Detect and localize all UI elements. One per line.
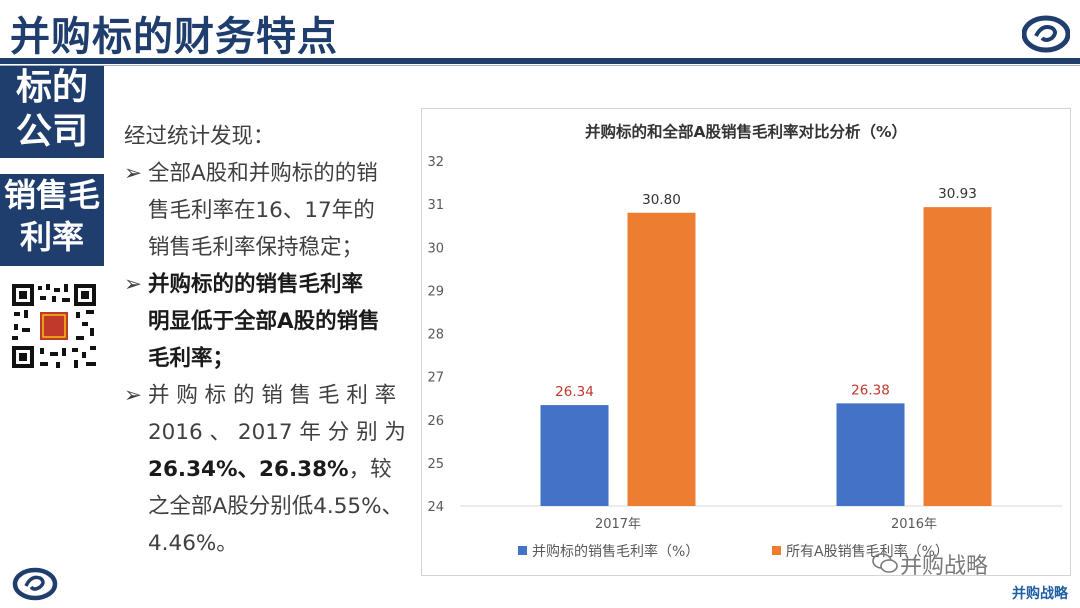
sidebar-label-line: 利率	[19, 218, 84, 256]
page-title: 并购标的财务特点	[10, 14, 338, 60]
bullet-3-line: 2016 、 2017 年 分 别 为	[148, 420, 406, 445]
bullet-3-line: 26.34%、26.38%，较	[148, 457, 392, 482]
bar-target	[540, 405, 609, 506]
sidebar-label-line: 公司	[15, 111, 88, 152]
y-tick-label: 31	[427, 198, 444, 213]
legend-swatch	[518, 546, 527, 555]
sidebar-label-line: 销售毛	[3, 176, 100, 214]
y-tick-label: 26	[427, 414, 444, 429]
qr-code-icon	[10, 282, 98, 370]
y-tick-label: 24	[427, 500, 444, 515]
bar-chart: 并购标的和全部A股销售毛利率对比分析（%） 24 25 26 27 28 29 30 31 32 2…	[427, 122, 1062, 560]
y-tick-label: 27	[427, 371, 444, 386]
bullet-2-line: 毛利率；	[148, 346, 235, 371]
arrow-bullet-icon: ➢	[124, 383, 143, 408]
y-tick-label: 28	[427, 328, 444, 343]
bullet-3-line: 之全部A股分别低4.55%、	[148, 494, 404, 519]
arrow-bullet-icon: ➢	[124, 161, 143, 186]
findings-text: 经过统计发现： ➢ 全部A股和并购标的的销 售毛利率在16、17年的 销售毛利率保…	[124, 118, 414, 562]
bar-target	[836, 403, 905, 506]
legend-swatch	[772, 546, 781, 555]
chart-title: 并购标的和全部A股销售毛利率对比分析（%）	[585, 122, 907, 141]
sidebar-label-line: 标的	[15, 67, 88, 108]
arrow-bullet-icon: ➢	[124, 272, 143, 297]
bar-all-a-share	[923, 207, 992, 507]
watermark-text: 并购战略	[900, 554, 989, 579]
chart-container: 并购标的和全部A股销售毛利率对比分析（%） 24 25 26 27 28 29 30 31 32 2…	[421, 108, 1071, 576]
brand-name: 并购战略	[1012, 586, 1068, 602]
legend-label: 所有A股销售毛利率（%）	[786, 543, 949, 560]
bullet-2: ➢ 并购标的的销售毛利率	[124, 266, 414, 303]
bullet-1-line: 销售毛利率保持稳定；	[148, 235, 364, 260]
bullet-2-line: 明显低于全部A股的销售	[148, 309, 380, 334]
bullet-3: ➢ 并 购 标 的 销 售 毛 利 率	[124, 377, 414, 414]
data-label: 30.80	[642, 192, 681, 208]
header-divider-thin	[0, 65, 1080, 66]
data-label: 26.38	[851, 382, 890, 398]
y-tick-label: 30	[427, 241, 444, 256]
sidebar-section-target-company: 标的 公司	[0, 66, 104, 158]
bullet-1: ➢ 全部A股和并购标的的销	[124, 155, 414, 192]
wechat-icon	[872, 553, 898, 573]
x-tick-label: 2017年	[595, 517, 641, 532]
bullet-3-line: 4.46%。	[148, 531, 238, 556]
bullet-3-highlight: 26.34%、26.38%	[148, 457, 349, 482]
bullet-1-line: 售毛利率在16、17年的	[148, 198, 375, 223]
data-label: 26.34	[555, 384, 594, 400]
y-tick-label: 29	[427, 284, 444, 299]
sidebar-section-gross-margin: 销售毛 利率	[0, 174, 104, 266]
brand-logo-icon	[12, 567, 58, 601]
legend-label: 并购标的销售毛利率（%）	[532, 543, 699, 560]
y-tick-label: 32	[427, 155, 444, 170]
intro-text: 经过统计发现：	[124, 124, 275, 149]
x-tick-label: 2016年	[891, 517, 937, 532]
bar-all-a-share	[627, 212, 696, 506]
brand-logo-icon	[1022, 15, 1070, 53]
header-divider	[0, 58, 1080, 64]
y-tick-label: 25	[427, 457, 444, 472]
data-label: 30.93	[938, 186, 977, 202]
